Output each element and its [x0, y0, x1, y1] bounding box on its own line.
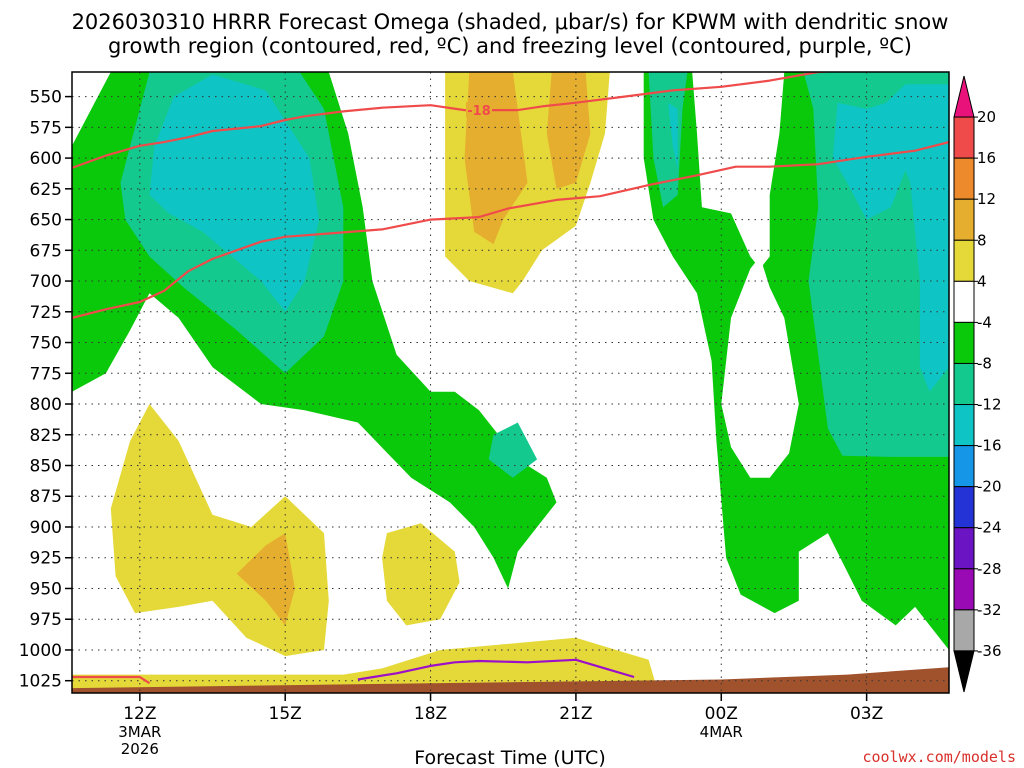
- colorbar-swatch: [953, 445, 975, 488]
- colorbar-label: -20: [977, 478, 1002, 496]
- y-tick-label: 850: [30, 457, 62, 477]
- x-tick-label: 03Z: [850, 704, 883, 724]
- y-tick-label: 900: [30, 518, 62, 538]
- dgz-contour-label: -18: [467, 104, 491, 119]
- y-tick-label: 775: [30, 364, 62, 384]
- omega-region-yellow: [72, 637, 659, 693]
- colorbar-bottom-arrow: [953, 650, 975, 693]
- y-tick-label: 1000: [19, 641, 62, 661]
- colorbar-swatch: [953, 362, 975, 406]
- terrain-fill: [72, 667, 949, 693]
- x-tick-label: 15Z: [269, 704, 302, 724]
- y-tick-label: 825: [30, 426, 62, 446]
- x-axis-label: Forecast Time (UTC): [414, 747, 605, 768]
- dgz-contour-line: [72, 72, 840, 169]
- y-tick-label: 575: [30, 118, 62, 138]
- y-tick-label: 650: [30, 211, 62, 231]
- dgz-contour-line: [72, 141, 949, 319]
- x-tick-label: 12Z: [123, 704, 156, 724]
- freezing-level-contour: [357, 658, 635, 681]
- colorbar-label: -16: [977, 437, 1002, 455]
- x-tick-label: 21Z: [559, 704, 592, 724]
- colorbar-label: -28: [977, 560, 1002, 578]
- colorbar-label: -4: [977, 313, 992, 331]
- colorbar-label: -12: [977, 396, 1002, 414]
- plot-area: -18: [71, 71, 950, 694]
- chart-title-line1: 2026030310 HRRR Forecast Omega (shaded, …: [72, 10, 949, 34]
- contour-label-bg: [466, 102, 493, 118]
- y-tick-label: 1025: [19, 672, 62, 692]
- omega-region-teal: [648, 72, 688, 208]
- colorbar-swatch: [953, 609, 975, 652]
- omega-region-cyan: [668, 102, 678, 171]
- credit-text: coolwx.com/models: [862, 748, 1016, 766]
- colorbar-swatch: [953, 239, 975, 282]
- colorbar-label: -32: [977, 601, 1002, 619]
- y-axis: 550 575 600 625 650 675 700 725 750 775 800 825 850 8…: [19, 88, 72, 692]
- omega-region-cyan: [149, 74, 320, 312]
- colorbar-label: -36: [977, 642, 1002, 660]
- colorbar-swatch: [953, 568, 975, 611]
- colorbar-swatch: [953, 116, 975, 159]
- y-tick-label: 950: [30, 579, 62, 599]
- x-tick-label: 00Z: [705, 704, 738, 724]
- omega-shading: [72, 72, 949, 693]
- colorbar-label: 8: [977, 231, 987, 249]
- colorbar: 20 16 12 8 4 -4 -8 -12 -16 -20 -24 -28 -32 -36: [953, 75, 1002, 693]
- y-tick-label: 625: [30, 180, 62, 200]
- colorbar-swatch: [953, 527, 975, 570]
- omega-region-orange: [236, 533, 295, 626]
- colorbar-swatch: [953, 198, 975, 241]
- y-tick-label: 750: [30, 334, 62, 354]
- colorbar-top-arrow: [953, 75, 975, 118]
- colorbar-label: 4: [977, 272, 987, 290]
- colorbar-label: 20: [977, 108, 996, 126]
- y-tick-label: 975: [30, 610, 62, 630]
- y-tick-label: 675: [30, 241, 62, 261]
- plot-frame: [71, 71, 950, 694]
- y-tick-label: 550: [30, 88, 62, 108]
- omega-region-white: [721, 256, 799, 478]
- colorbar-label: -24: [977, 519, 1002, 537]
- colorbar-label: -8: [977, 354, 992, 372]
- contours: -18: [72, 72, 949, 685]
- colorbar-label: 16: [977, 149, 996, 167]
- y-tick-label: 725: [30, 303, 62, 323]
- y-tick-label: 875: [30, 487, 62, 507]
- y-tick-label: 600: [30, 149, 62, 169]
- y-tick-label: 800: [30, 395, 62, 415]
- y-tick-label: 925: [30, 549, 62, 569]
- colorbar-label: 12: [977, 190, 996, 208]
- x-year-label: 2026: [121, 740, 159, 758]
- colorbar-swatch: [953, 404, 975, 447]
- x-tick-label: 18Z: [414, 704, 447, 724]
- colorbar-swatch: [953, 321, 975, 364]
- omega-region-teal: [488, 422, 538, 478]
- dgz-contour-line: [72, 675, 151, 685]
- x-date-label: 3MAR: [118, 723, 161, 741]
- colorbar-swatch: [953, 486, 975, 529]
- omega-region-yellow: [382, 523, 460, 626]
- omega-region-cyan: [832, 84, 949, 392]
- y-tick-label: 700: [30, 272, 62, 292]
- chart-title-line2: growth region (contoured, red, ºC) and f…: [108, 34, 912, 58]
- colorbar-swatch: [953, 157, 975, 200]
- x-date-label: 4MAR: [700, 723, 743, 741]
- colorbar-swatch: [953, 280, 975, 323]
